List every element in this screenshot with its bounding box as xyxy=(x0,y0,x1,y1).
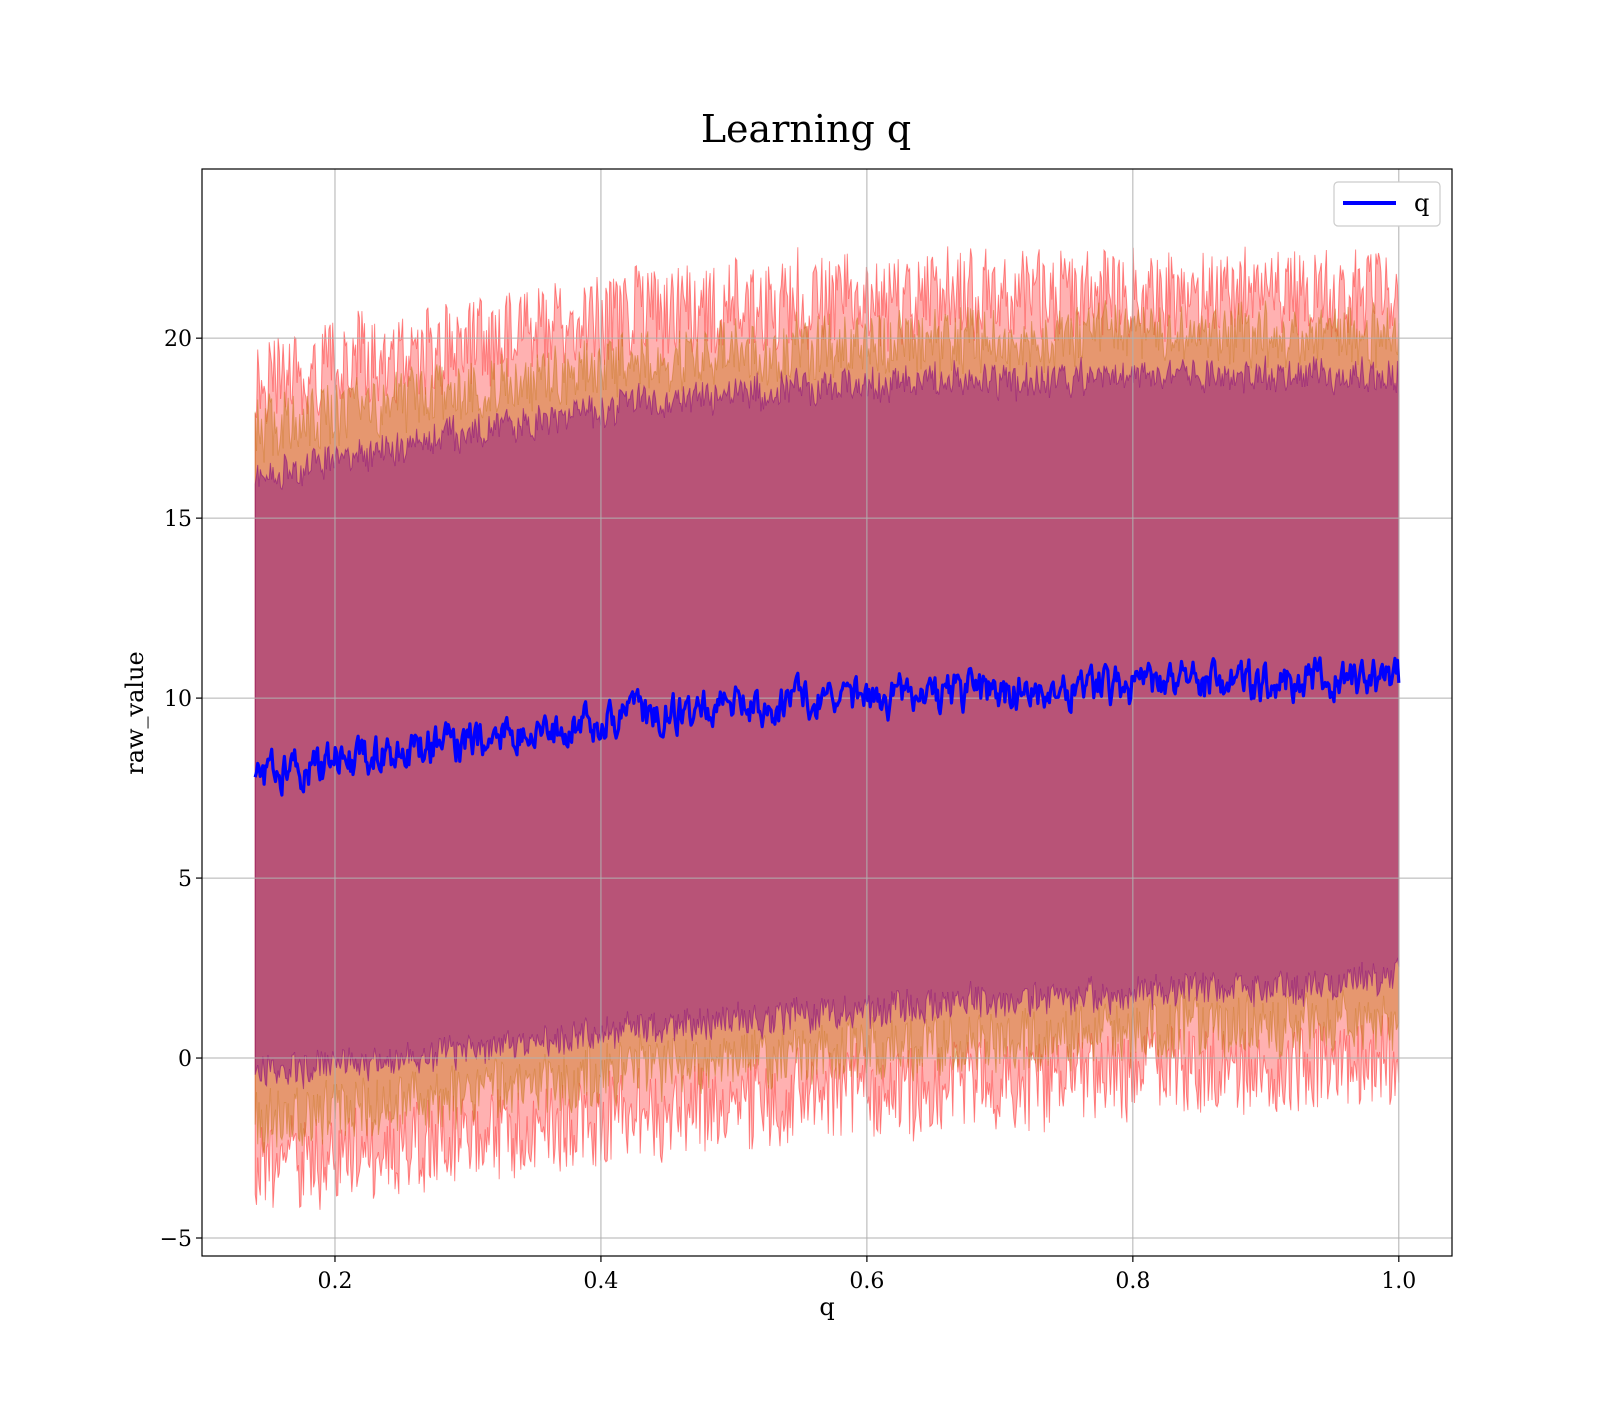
y-tick-label-0: −5 xyxy=(160,1227,192,1252)
band-1sigma xyxy=(254,355,1400,1090)
y-axis-ticks: −5 0 5 10 15 20 xyxy=(160,327,202,1252)
grid xyxy=(202,169,1452,1256)
x-tick-label-1: 0.4 xyxy=(583,1269,618,1294)
series-line-q xyxy=(253,656,1401,797)
y-axis-label: raw_value xyxy=(121,651,149,775)
y-tick-label-4: 15 xyxy=(164,507,192,532)
x-tick-label-4: 1.0 xyxy=(1381,1269,1416,1294)
plot-frame xyxy=(201,168,1453,1257)
legend: q xyxy=(1333,181,1441,227)
chart-title: Learning q xyxy=(701,107,911,151)
x-axis-label: q xyxy=(819,1293,834,1321)
x-axis-ticks: 0.2 0.4 0.6 0.8 1.0 xyxy=(317,1256,1416,1294)
y-tick-label-2: 5 xyxy=(178,867,192,892)
y-tick-label-3: 10 xyxy=(164,687,192,712)
y-tick-label-1: 0 xyxy=(178,1047,192,1072)
x-tick-label-2: 0.6 xyxy=(849,1269,884,1294)
x-tick-label-0: 0.2 xyxy=(317,1269,352,1294)
x-tick-label-3: 0.8 xyxy=(1115,1269,1150,1294)
series-lines xyxy=(253,656,1401,797)
confidence-bands xyxy=(254,246,1400,1210)
legend-label-q: q xyxy=(1414,189,1429,217)
y-tick-label-5: 20 xyxy=(164,327,192,352)
